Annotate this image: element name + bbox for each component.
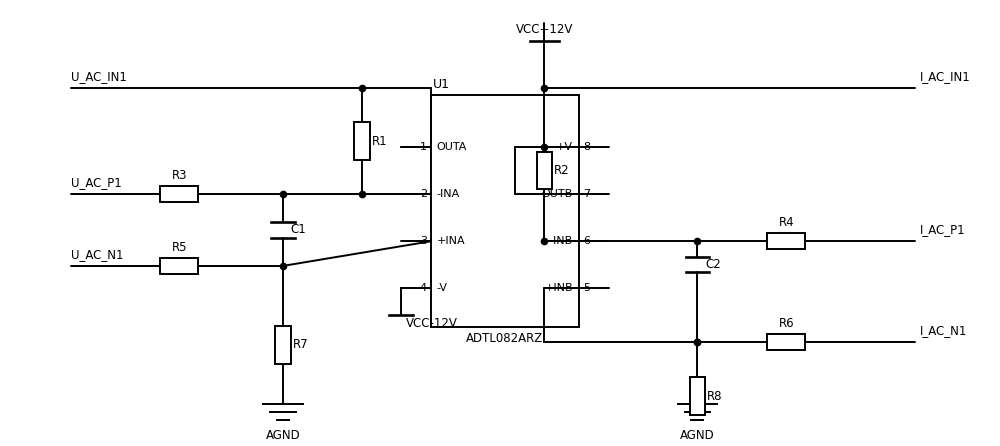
- Text: AGND: AGND: [265, 429, 300, 442]
- Text: 8: 8: [583, 142, 590, 153]
- Text: 4: 4: [420, 283, 427, 293]
- Text: U1: U1: [433, 78, 450, 91]
- Text: R1: R1: [372, 135, 387, 148]
- Text: +V: +V: [556, 142, 573, 153]
- Text: R6: R6: [778, 317, 794, 330]
- Bar: [160, 186, 198, 202]
- Text: R2: R2: [554, 164, 570, 177]
- Text: -V: -V: [437, 283, 448, 293]
- Text: VCC-12V: VCC-12V: [406, 317, 458, 330]
- Text: R5: R5: [171, 241, 187, 254]
- Bar: [690, 377, 705, 415]
- Text: 5: 5: [583, 283, 590, 293]
- Text: I_AC_N1: I_AC_N1: [920, 324, 967, 337]
- Text: +INA: +INA: [437, 236, 465, 246]
- Text: 2: 2: [420, 189, 427, 199]
- Text: U_AC_N1: U_AC_N1: [71, 248, 123, 261]
- Bar: [160, 258, 198, 274]
- Bar: [537, 152, 552, 190]
- Text: 6: 6: [583, 236, 590, 246]
- Text: +INB: +INB: [544, 283, 573, 293]
- Text: AGND: AGND: [680, 429, 715, 442]
- Text: I_AC_P1: I_AC_P1: [920, 223, 965, 236]
- Text: 3: 3: [420, 236, 427, 246]
- Bar: [354, 122, 370, 160]
- Text: R8: R8: [707, 390, 723, 403]
- Bar: [767, 233, 805, 249]
- Text: C1: C1: [291, 223, 306, 236]
- Text: U_AC_IN1: U_AC_IN1: [71, 70, 127, 83]
- Text: R7: R7: [293, 339, 308, 351]
- Text: U_AC_P1: U_AC_P1: [71, 176, 121, 189]
- Bar: [275, 326, 291, 363]
- Bar: [431, 95, 579, 327]
- Text: VCC+12V: VCC+12V: [516, 23, 573, 36]
- Text: ADTL082ARZ: ADTL082ARZ: [466, 332, 544, 345]
- Text: -INA: -INA: [437, 189, 460, 199]
- Text: OUTB: OUTB: [542, 189, 573, 199]
- Text: 7: 7: [583, 189, 590, 199]
- Text: I_AC_IN1: I_AC_IN1: [920, 70, 970, 83]
- Bar: [767, 334, 805, 350]
- Text: R4: R4: [778, 216, 794, 229]
- Text: -INB: -INB: [550, 236, 573, 246]
- Text: 1: 1: [420, 142, 427, 153]
- Text: OUTA: OUTA: [437, 142, 467, 153]
- Text: C2: C2: [705, 258, 721, 271]
- Text: R3: R3: [171, 169, 187, 182]
